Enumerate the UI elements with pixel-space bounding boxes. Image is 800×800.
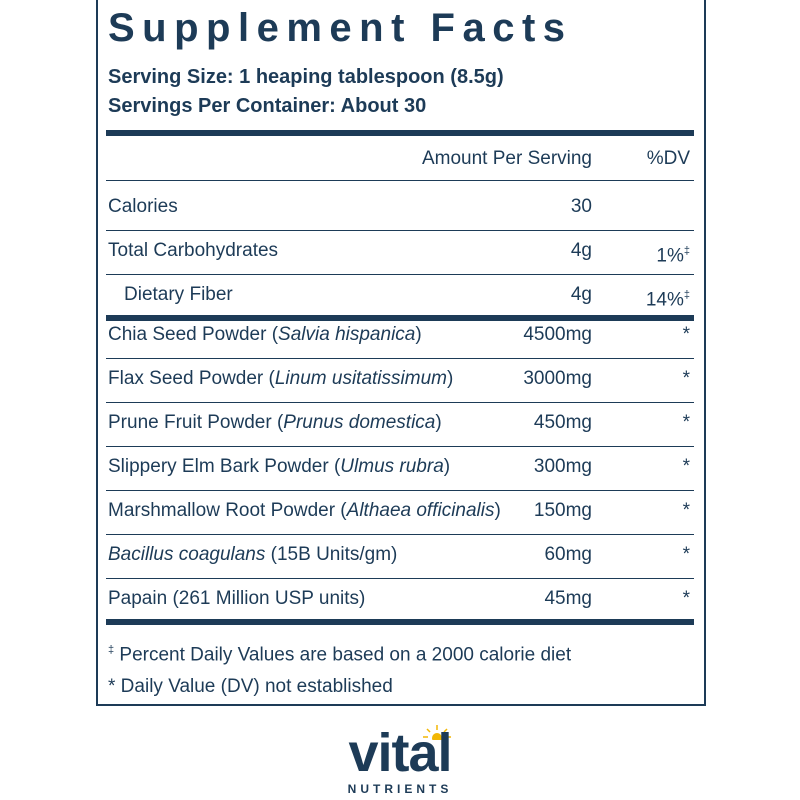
rule xyxy=(106,130,694,136)
label-segment: Papain (261 Million USP units) xyxy=(108,588,366,609)
label-segment: Althaea officinalis xyxy=(346,500,495,521)
label-segment: ) xyxy=(435,412,442,433)
daily-value: * xyxy=(683,412,690,434)
label-segment: Prunus domestica xyxy=(283,412,436,433)
amount: 30 xyxy=(570,196,592,217)
dv-value: * xyxy=(682,412,690,433)
rule xyxy=(106,180,694,181)
dv-mark: ‡ xyxy=(683,289,690,301)
row-label: Calories xyxy=(108,196,178,218)
label-segment: ) xyxy=(415,324,422,345)
rule xyxy=(106,490,694,491)
label-segment: Total Carbohydrates xyxy=(108,240,279,261)
row-label: Marshmallow Root Powder (Althaea officin… xyxy=(108,500,501,522)
dv-value: * xyxy=(682,544,690,565)
serving-size: Serving Size: 1 heaping tablespoon (8.5g… xyxy=(108,66,504,88)
label-segment: Calories xyxy=(108,196,178,217)
daily-value: * xyxy=(683,544,690,566)
logo-tagline: NUTRIENTS xyxy=(347,782,453,796)
row-label: Slippery Elm Bark Powder (Ulmus rubra) xyxy=(108,456,450,478)
label-segment: Flax Seed Powder ( xyxy=(108,368,275,389)
footnote: ‡ Percent Daily Values are based on a 20… xyxy=(108,644,571,666)
label-segment: Salvia hispanica xyxy=(278,324,416,345)
logo-name: vital xyxy=(348,723,452,783)
daily-value: * xyxy=(683,588,690,610)
daily-value: * xyxy=(683,456,690,478)
label-segment: ) xyxy=(494,500,501,521)
rule xyxy=(106,230,694,231)
dv-value: * xyxy=(682,588,690,609)
amount: 3000mg xyxy=(523,368,592,389)
dv-mark: ‡ xyxy=(683,245,690,257)
label-segment: ) xyxy=(443,456,451,477)
row-label: Dietary Fiber xyxy=(124,284,233,306)
label-segment: Dietary Fiber xyxy=(124,284,233,305)
amount: 4g xyxy=(570,284,592,305)
rule xyxy=(106,578,694,579)
rule xyxy=(106,358,694,359)
rule xyxy=(106,446,694,447)
label-segment: Chia Seed Powder ( xyxy=(108,324,279,345)
title: Supplement Facts xyxy=(108,6,573,50)
footnote: * Daily Value (DV) not established xyxy=(108,676,393,698)
row-label: Flax Seed Powder (Linum usitatissimum) xyxy=(108,368,453,390)
daily-value: * xyxy=(683,500,690,522)
row-label: Prune Fruit Powder (Prunus domestica) xyxy=(108,412,442,434)
footnote-text: Percent Daily Values are based on a 2000… xyxy=(114,644,572,666)
amount: 450mg xyxy=(533,412,592,433)
daily-value: * xyxy=(683,368,690,390)
amount: 300mg xyxy=(533,456,592,477)
label-segment: Marshmallow Root Powder ( xyxy=(108,500,347,521)
rule xyxy=(106,274,694,275)
dv-value: * xyxy=(682,456,690,477)
amount: 60mg xyxy=(544,544,592,565)
label-segment: Ulmus rubra xyxy=(340,456,444,477)
dv-value: 14% xyxy=(645,289,684,311)
amount: 150mg xyxy=(533,500,592,521)
amount: 4500mg xyxy=(523,324,592,345)
label-segment: Bacillus coagulans xyxy=(108,544,266,565)
row-label: Total Carbohydrates xyxy=(108,240,278,262)
label-segment: (15B Units/gm) xyxy=(265,544,398,565)
row-label: Bacillus coagulans (15B Units/gm) xyxy=(108,544,397,566)
dv-value: * xyxy=(682,368,690,389)
amount: 4g xyxy=(570,240,592,261)
servings-per-container: Servings Per Container: About 30 xyxy=(108,95,427,117)
logo-sun xyxy=(423,725,451,740)
label-segment: Prune Fruit Powder ( xyxy=(108,412,284,433)
row-label: Papain (261 Million USP units) xyxy=(108,588,365,610)
column-header: Amount Per Serving xyxy=(421,148,592,169)
dv-value: * xyxy=(682,324,690,345)
footnote-symbol: ‡ xyxy=(108,644,115,656)
label-segment: Slippery Elm Bark Powder ( xyxy=(108,456,341,477)
rule xyxy=(106,402,694,403)
daily-value: 14%‡ xyxy=(646,284,690,311)
amount: 45mg xyxy=(544,588,592,609)
label-segment: ) xyxy=(446,368,454,389)
column-header: %DV xyxy=(646,148,690,169)
rule xyxy=(106,315,694,321)
footnote-text: Daily Value (DV) not established xyxy=(115,676,393,697)
rule xyxy=(106,534,694,535)
facts-panel: Supplement Facts Serving Size: 1 heaping… xyxy=(96,0,706,706)
daily-value: 1%‡ xyxy=(656,240,690,267)
dv-value: 1% xyxy=(656,245,684,267)
footnote-symbol: * xyxy=(108,676,116,697)
row-label: Chia Seed Powder (Salvia hispanica) xyxy=(108,324,422,346)
rule xyxy=(106,619,694,625)
label-segment: Linum usitatissimum xyxy=(274,368,447,389)
daily-value: * xyxy=(683,324,690,346)
dv-value: * xyxy=(682,500,690,521)
